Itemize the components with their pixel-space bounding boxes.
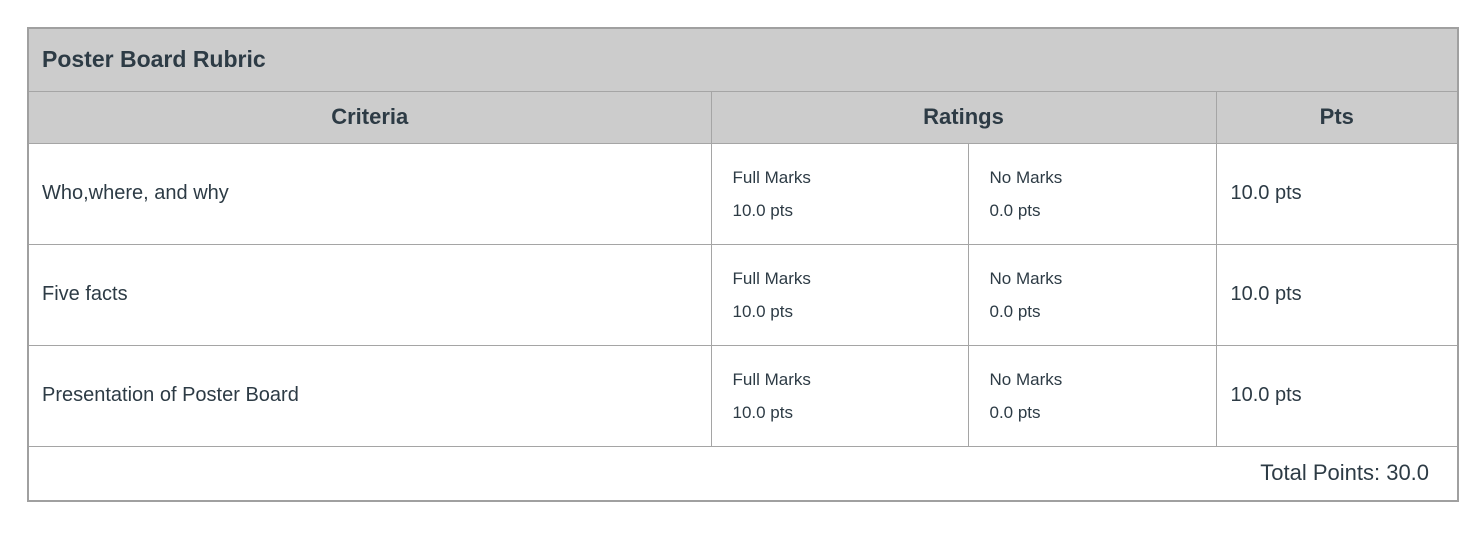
rating-points: 10.0 pts <box>732 301 794 321</box>
rating-label: No Marks <box>989 369 1063 389</box>
rubric-container: Poster Board Rubric Criteria Ratings Pts… <box>27 27 1460 502</box>
column-header-ratings: Ratings <box>710 90 1217 144</box>
criterion-description: Presentation of Poster Board <box>27 344 712 447</box>
rating-full-marks: Full Marks 10.0 pts <box>710 344 969 447</box>
criterion-description: Who,where, and why <box>27 142 712 245</box>
table-row: Who,where, and why Full Marks 10.0 pts N… <box>27 142 1459 245</box>
rating-points: 10.0 pts <box>732 402 794 422</box>
criterion-points: 10.0 pts <box>1215 344 1459 447</box>
rating-points: 0.0 pts <box>989 301 1041 321</box>
rating-points: 0.0 pts <box>989 200 1041 220</box>
rating-points: 10.0 pts <box>732 200 794 220</box>
rating-no-marks: No Marks 0.0 pts <box>967 344 1217 447</box>
criterion-points: 10.0 pts <box>1215 142 1459 245</box>
rating-points: 0.0 pts <box>989 402 1041 422</box>
column-header-pts: Pts <box>1215 90 1459 144</box>
table-row: Presentation of Poster Board Full Marks … <box>27 344 1459 447</box>
rubric-header-row: Criteria Ratings Pts <box>27 90 1459 144</box>
rubric-title-row: Poster Board Rubric <box>27 27 1459 92</box>
table-row: Five facts Full Marks 10.0 pts No Marks … <box>27 243 1459 346</box>
rubric-title: Poster Board Rubric <box>27 27 1459 92</box>
rating-label: No Marks <box>989 268 1063 288</box>
criterion-points: 10.0 pts <box>1215 243 1459 346</box>
rubric-total-row: Total Points: 30.0 <box>27 445 1459 502</box>
rating-no-marks: No Marks 0.0 pts <box>967 243 1217 346</box>
poster-board-rubric-table: Poster Board Rubric Criteria Ratings Pts… <box>27 27 1460 502</box>
rating-full-marks: Full Marks 10.0 pts <box>710 142 969 245</box>
rating-full-marks: Full Marks 10.0 pts <box>710 243 969 346</box>
rating-label: No Marks <box>989 167 1063 187</box>
rating-no-marks: No Marks 0.0 pts <box>967 142 1217 245</box>
rating-label: Full Marks <box>732 369 811 389</box>
criterion-description: Five facts <box>27 243 712 346</box>
total-points: Total Points: 30.0 <box>27 445 1459 502</box>
rating-label: Full Marks <box>732 268 811 288</box>
column-header-criteria: Criteria <box>27 90 712 144</box>
rating-label: Full Marks <box>732 167 811 187</box>
